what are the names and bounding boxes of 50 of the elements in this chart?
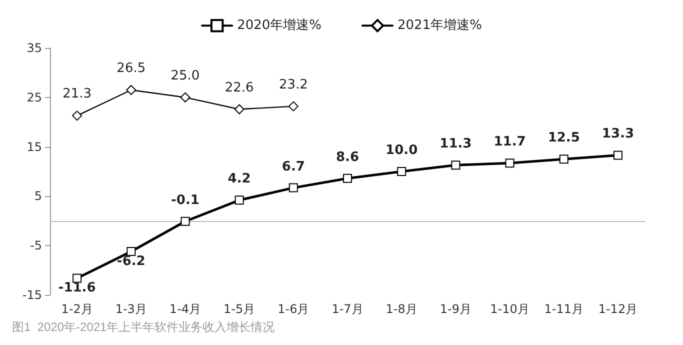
point [234,196,244,205]
data-label: 10.0 [386,143,418,158]
x-tick-label: 1-11月 [544,302,584,316]
data-label: 6.7 [282,159,305,174]
point [505,158,514,168]
y-tick-label: 15 [26,140,42,154]
x-tick-label: 1-5月 [224,302,256,316]
point [288,183,298,192]
y-tick-label: 35 [26,41,42,55]
data-label: 13.3 [602,126,634,142]
x-tick-label: 1-6月 [278,302,310,316]
data-label: 22.6 [224,80,254,96]
point [559,154,568,164]
point [72,110,82,121]
legend-label: 2021年增速% [398,18,482,34]
data-label: 21.3 [62,86,92,102]
data-label: 25.0 [170,68,200,84]
x-tick-label: 1-7月 [332,302,364,316]
x-tick-label: 1-12月 [598,302,638,316]
point [613,150,622,160]
data-label: 11.3 [440,136,472,152]
data-label: 12.5 [548,130,580,146]
x-tick-label: 1-10月 [490,302,530,316]
x-tick-label: 1-9月 [440,302,472,316]
x-tick-label: 1-3月 [115,302,147,316]
data-label: -0.1 [171,192,200,208]
point [288,101,298,112]
y-tick-label: -15 [22,288,42,302]
point [397,167,406,176]
point [126,84,136,95]
x-tick-label: 1-2月 [61,302,93,316]
data-label: -11.6 [58,280,96,296]
y-tick-label: -5 [30,238,42,253]
point [451,160,460,170]
y-tick-label: 25 [26,90,42,104]
data-label: 11.7 [494,134,526,150]
data-label: 4.2 [228,172,251,187]
point [234,104,244,114]
data-label: 23.2 [278,77,308,92]
data-label: 26.5 [116,60,146,76]
point [180,216,190,226]
data-label: -6.2 [116,254,146,270]
x-tick-label: 1-8月 [386,302,418,316]
caption: 图1 2020年-2021年上半年软件业务收入增长情况 [12,320,275,334]
point [343,174,352,183]
y-tick-label: 5 [34,189,42,204]
point [180,92,190,102]
data-label: 8.6 [336,150,360,165]
legend-label: 2020年增速% [237,18,322,34]
x-tick-label: 1-4月 [169,302,202,316]
